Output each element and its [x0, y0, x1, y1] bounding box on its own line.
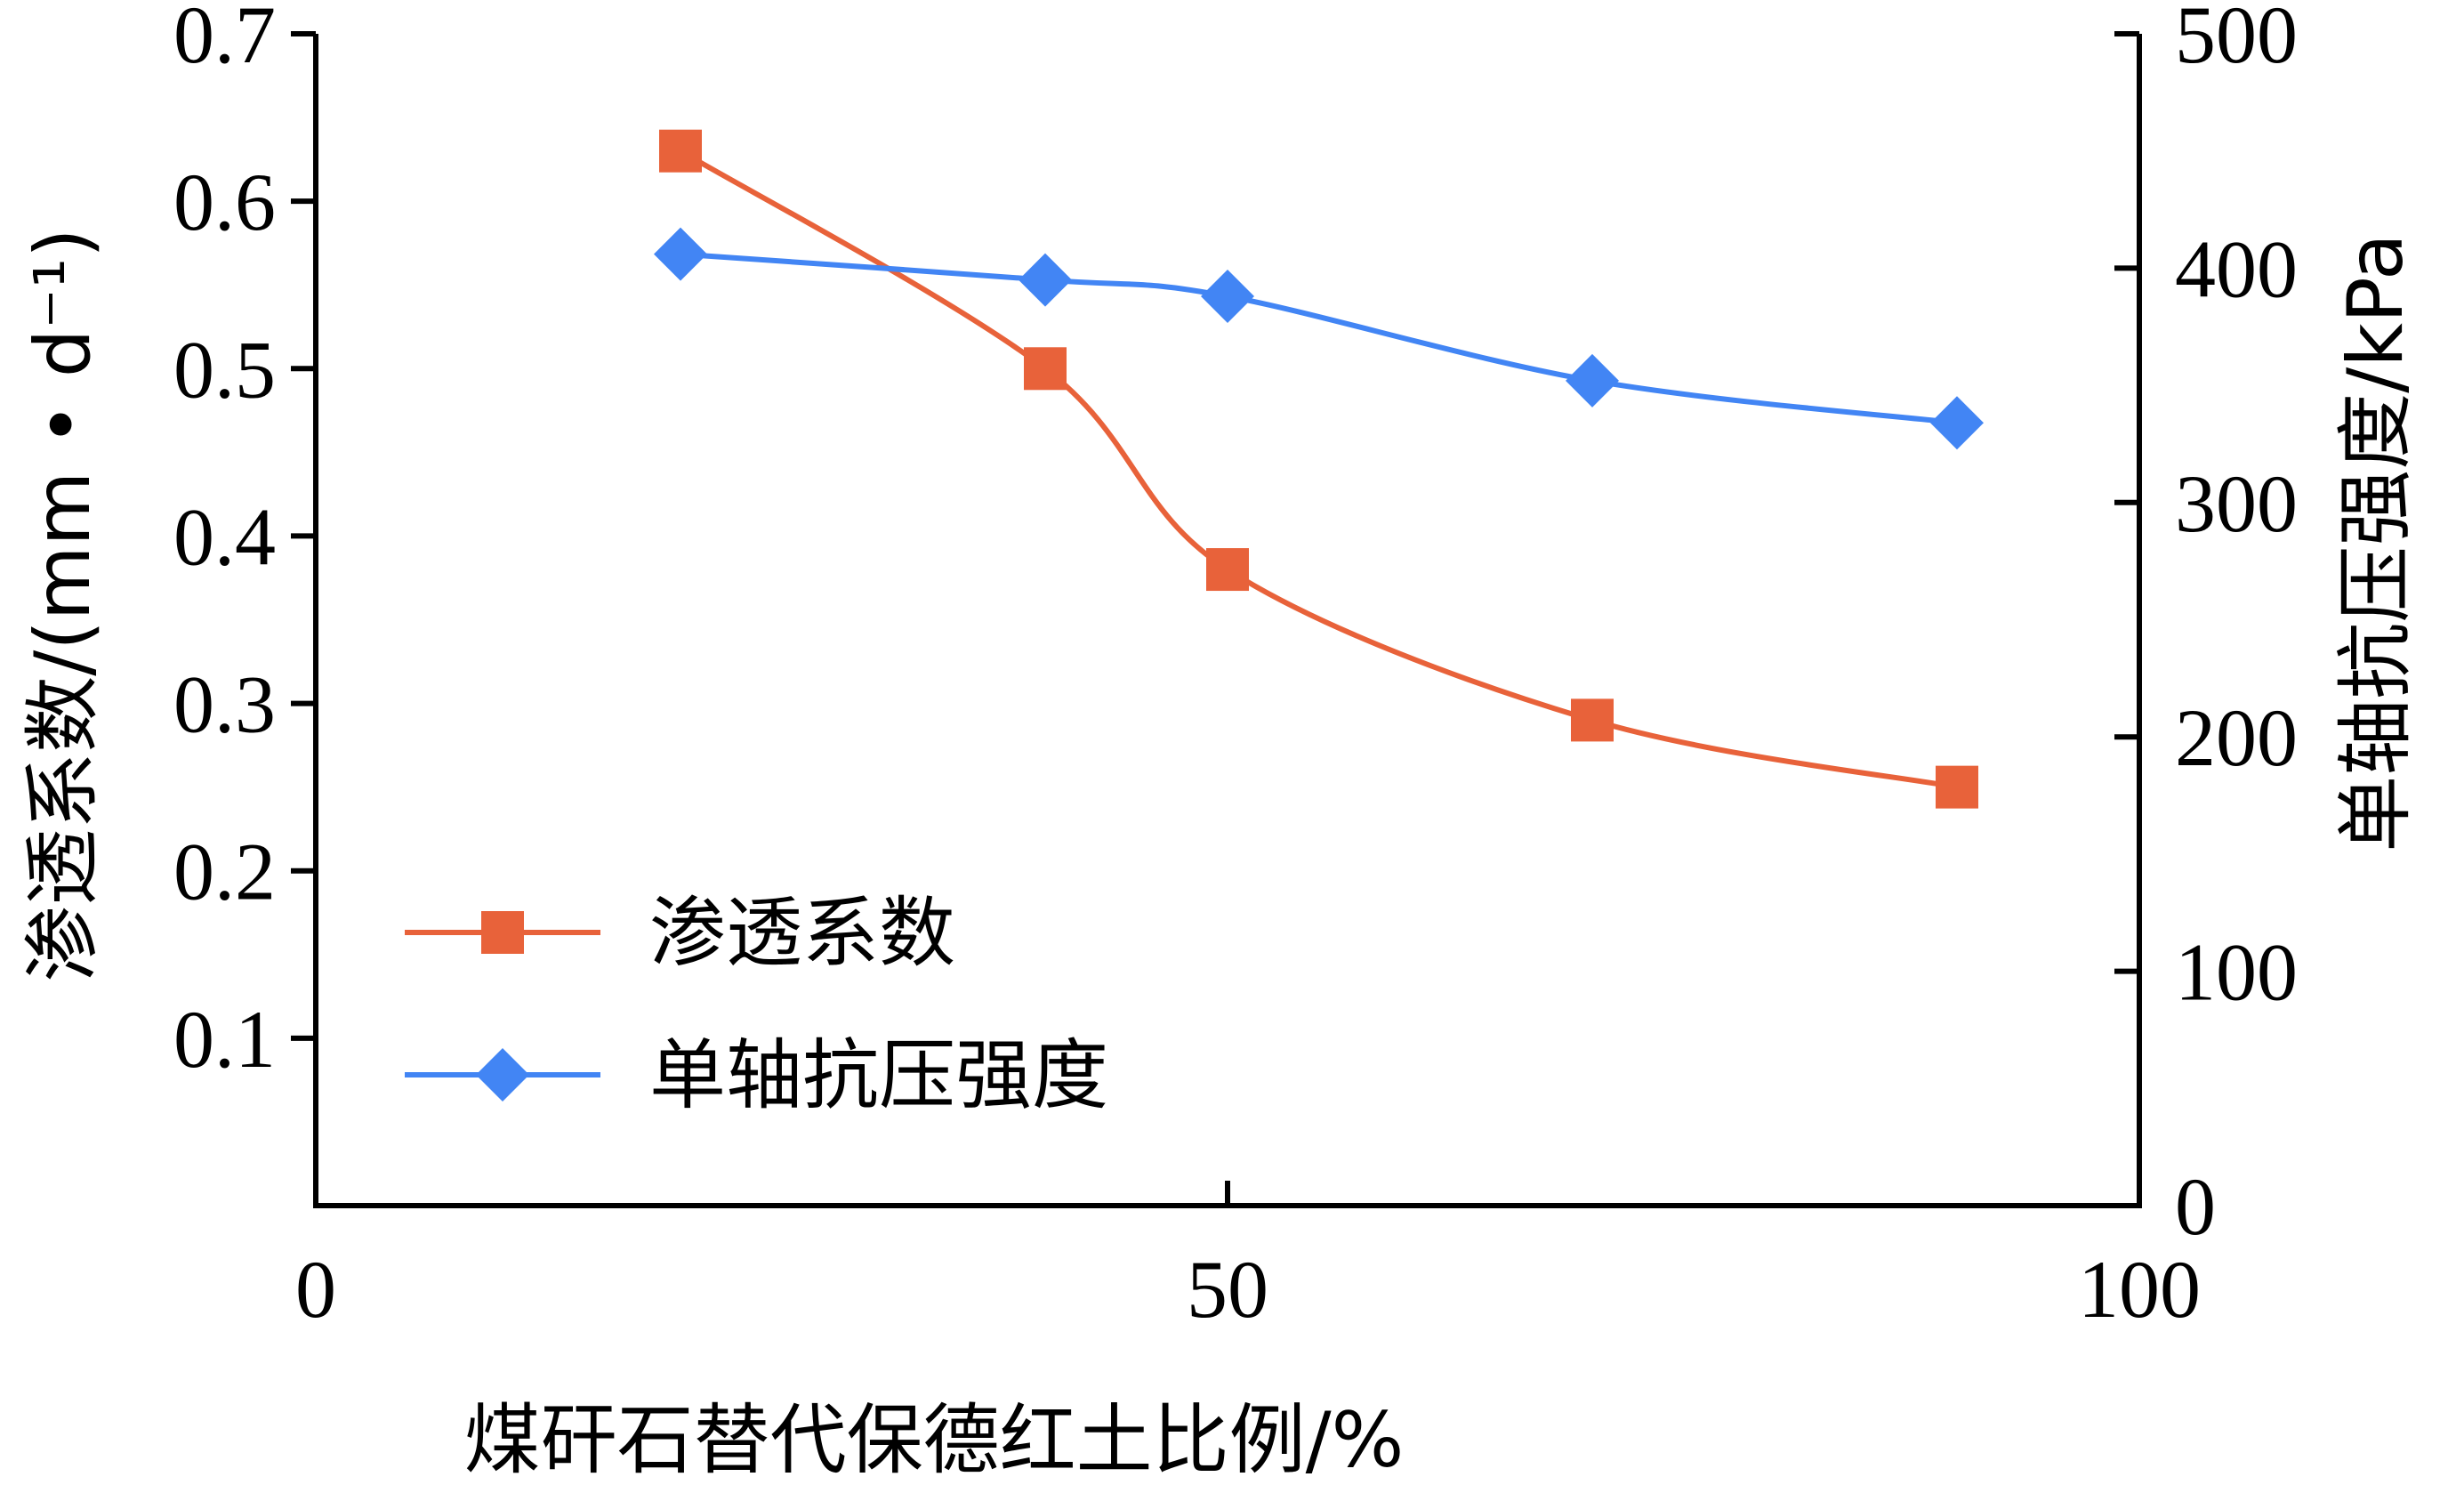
right-y-tick-label: 500 [2175, 0, 2298, 80]
axes-layer [313, 34, 2142, 1208]
left-y-axis-title: 渗透系数/(mm • d⁻¹) [19, 228, 108, 982]
left-y-tick-label: 0.1 [173, 994, 276, 1085]
right-y-tick-label: 400 [2175, 223, 2298, 314]
left-y-tick-label: 0.7 [173, 0, 276, 80]
series-layer [654, 129, 1984, 809]
left-y-tick-label: 0.3 [173, 659, 276, 750]
data-point-diamond [1566, 353, 1619, 408]
data-point-diamond [1930, 396, 1984, 450]
legend-item-ucs: 单轴抗压强度 [405, 1031, 1108, 1120]
data-point-diamond [1019, 253, 1072, 307]
x-tick-label: 0 [295, 1244, 336, 1335]
legend-label-ucs: 单轴抗压强度 [649, 1031, 1108, 1120]
legend-diamond-marker-icon [476, 1048, 529, 1102]
series-line-permeability [679, 149, 1958, 790]
x-tick-label: 50 [1187, 1244, 1268, 1335]
left-y-tick-label: 0.6 [173, 157, 276, 247]
x-tick-label: 100 [2078, 1244, 2201, 1335]
left-y-tick-label: 0.5 [173, 324, 276, 415]
right-y-tick-label: 300 [2175, 458, 2298, 549]
data-point-square [1571, 698, 1614, 742]
legend-square-marker-icon [481, 911, 524, 954]
data-point-square [1206, 548, 1249, 592]
right-y-tick-label: 100 [2175, 927, 2298, 1018]
data-point-diamond [1201, 270, 1254, 324]
data-point-square [1936, 765, 1978, 809]
legend-label-permeability: 渗透系数 [649, 889, 955, 978]
labels-layer: 煤矸石替代保德红土比例/% 渗透系数/(mm • d⁻¹) 单轴抗压强度/kPa [19, 228, 2420, 1485]
x-axis-title: 煤矸石替代保德红土比例/% [464, 1396, 1405, 1485]
right-y-axis-title: 单轴抗压强度/kPa [2331, 233, 2420, 851]
legend-item-permeability: 渗透系数 [405, 889, 955, 978]
right-y-tick-label: 0 [2175, 1161, 2216, 1252]
series-line-ucs [680, 251, 1958, 426]
left-y-tick-label: 0.4 [173, 491, 276, 582]
right-y-tick-label: 200 [2175, 692, 2298, 783]
left-y-tick-label: 0.2 [173, 827, 276, 917]
legend: 渗透系数 单轴抗压强度 [405, 889, 1108, 1120]
data-point-square [659, 129, 702, 173]
data-point-diamond [654, 227, 707, 281]
data-point-square [1024, 347, 1067, 391]
